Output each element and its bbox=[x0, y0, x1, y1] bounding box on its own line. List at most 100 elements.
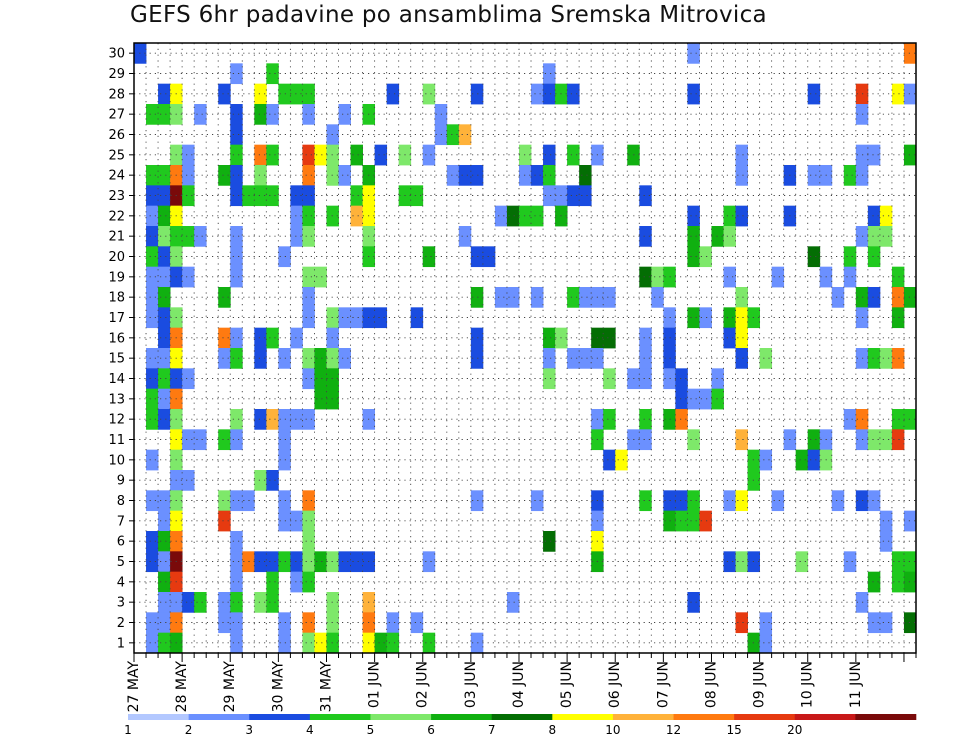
heatmap-cell bbox=[723, 307, 736, 329]
y-tick-label: 30 bbox=[108, 47, 125, 62]
heatmap-cell bbox=[218, 327, 231, 349]
heatmap-cell bbox=[254, 470, 267, 491]
x-tick-label: 10 JUN bbox=[800, 661, 816, 708]
heatmap-cell bbox=[302, 409, 315, 430]
heatmap-cell bbox=[723, 205, 736, 227]
legend-label: 10 bbox=[605, 723, 620, 737]
heatmap-cell bbox=[278, 632, 291, 654]
heatmap-cell bbox=[735, 429, 748, 451]
heatmap-cell bbox=[374, 632, 388, 654]
heatmap-cell bbox=[266, 104, 279, 125]
heatmap-cell bbox=[278, 449, 291, 471]
heatmap-cell bbox=[579, 185, 592, 207]
legend-label: 4 bbox=[306, 723, 314, 737]
heatmap-cell bbox=[302, 307, 315, 329]
y-tick-label: 3 bbox=[117, 596, 125, 611]
heatmap-cell bbox=[867, 429, 881, 451]
heatmap-cell bbox=[735, 205, 748, 227]
heatmap-cell bbox=[615, 449, 628, 471]
legend-swatch bbox=[249, 714, 311, 720]
heatmap-cell bbox=[194, 429, 207, 451]
heatmap-cell bbox=[879, 612, 893, 634]
legend-label: 3 bbox=[245, 723, 253, 737]
heatmap-cell bbox=[639, 185, 652, 207]
heatmap-cell bbox=[446, 124, 460, 146]
heatmap-cell bbox=[903, 83, 917, 105]
heatmap-cell bbox=[903, 287, 917, 308]
heatmap-cell bbox=[314, 144, 327, 166]
heatmap-cell bbox=[470, 246, 484, 268]
legend-swatch bbox=[370, 714, 432, 720]
heatmap-cell bbox=[579, 165, 592, 186]
heatmap-cell bbox=[579, 348, 592, 369]
heatmap-cell bbox=[230, 571, 243, 593]
heatmap-cell bbox=[146, 632, 159, 654]
heatmap-cell bbox=[302, 185, 315, 207]
heatmap-cell bbox=[146, 287, 159, 308]
heatmap-cell bbox=[194, 226, 207, 247]
heatmap-cell bbox=[254, 592, 267, 613]
y-tick-label: 23 bbox=[108, 189, 125, 204]
heatmap-cell bbox=[639, 348, 652, 369]
heatmap-cell bbox=[482, 246, 496, 268]
heatmap-cell bbox=[735, 327, 748, 349]
legend-swatch bbox=[128, 714, 189, 720]
color-legend: 1 2 3 4 5 6 7 8 10 12 15 20 bbox=[124, 714, 917, 737]
heatmap-cell bbox=[843, 266, 857, 288]
heatmap-cell bbox=[687, 83, 700, 105]
heatmap-cell bbox=[543, 144, 556, 166]
heatmap-cell bbox=[723, 551, 736, 573]
heatmap-cell bbox=[230, 551, 243, 573]
x-tick-label: 04 JUN bbox=[511, 661, 527, 708]
heatmap-cell bbox=[146, 388, 159, 410]
heatmap-cell bbox=[531, 490, 544, 512]
heatmap-cell bbox=[158, 510, 171, 532]
heatmap-cell bbox=[422, 144, 436, 166]
heatmap-cell bbox=[290, 226, 303, 247]
legend-swatch bbox=[673, 714, 735, 720]
heatmap-cell bbox=[290, 205, 303, 227]
heatmap-cell bbox=[230, 592, 243, 613]
heatmap-cell bbox=[663, 266, 676, 288]
heatmap-cell bbox=[531, 287, 544, 308]
x-tick-label: 07 JUN bbox=[655, 661, 671, 708]
heatmap-cell bbox=[687, 429, 700, 451]
heatmap-cell bbox=[374, 307, 388, 329]
heatmap-cell bbox=[338, 307, 351, 329]
heatmap-cell bbox=[230, 104, 243, 125]
heatmap-cell bbox=[867, 246, 881, 268]
heatmap-cell bbox=[302, 205, 315, 227]
heatmap-cell bbox=[903, 510, 917, 532]
heatmap-cell bbox=[254, 327, 267, 349]
heatmap-cell bbox=[194, 592, 207, 613]
heatmap-cell bbox=[675, 409, 688, 430]
heatmap-cell bbox=[302, 490, 315, 512]
heatmap-cell bbox=[230, 144, 243, 166]
y-tick-label: 28 bbox=[108, 87, 125, 102]
heatmap-cell bbox=[867, 348, 881, 369]
heatmap-cell bbox=[723, 266, 736, 288]
heatmap-cell bbox=[158, 348, 171, 369]
legend-label: 6 bbox=[427, 723, 435, 737]
heatmap-cell bbox=[891, 348, 905, 369]
heatmap-cell bbox=[230, 124, 243, 146]
heatmap-cell bbox=[567, 83, 580, 105]
heatmap-cell bbox=[290, 83, 303, 105]
x-tick-label: 03 JUN bbox=[463, 661, 479, 708]
heatmap-cell bbox=[891, 307, 905, 329]
heatmap-cell bbox=[663, 307, 676, 329]
heatmap-cell bbox=[903, 43, 917, 64]
legend-swatch bbox=[431, 714, 492, 720]
heatmap-cell bbox=[639, 327, 652, 349]
heatmap-cell bbox=[218, 612, 231, 634]
heatmap-cell bbox=[182, 429, 195, 451]
heatmap-cell bbox=[867, 144, 881, 166]
heatmap-cell bbox=[807, 449, 821, 471]
heatmap-cell bbox=[182, 144, 195, 166]
heatmap-cell bbox=[891, 287, 905, 308]
y-tick-label: 17 bbox=[108, 311, 125, 326]
heatmap-cell bbox=[687, 490, 700, 512]
heatmap-cell bbox=[146, 531, 159, 552]
heatmap-cell bbox=[158, 368, 171, 390]
heatmap-cell bbox=[146, 490, 159, 512]
